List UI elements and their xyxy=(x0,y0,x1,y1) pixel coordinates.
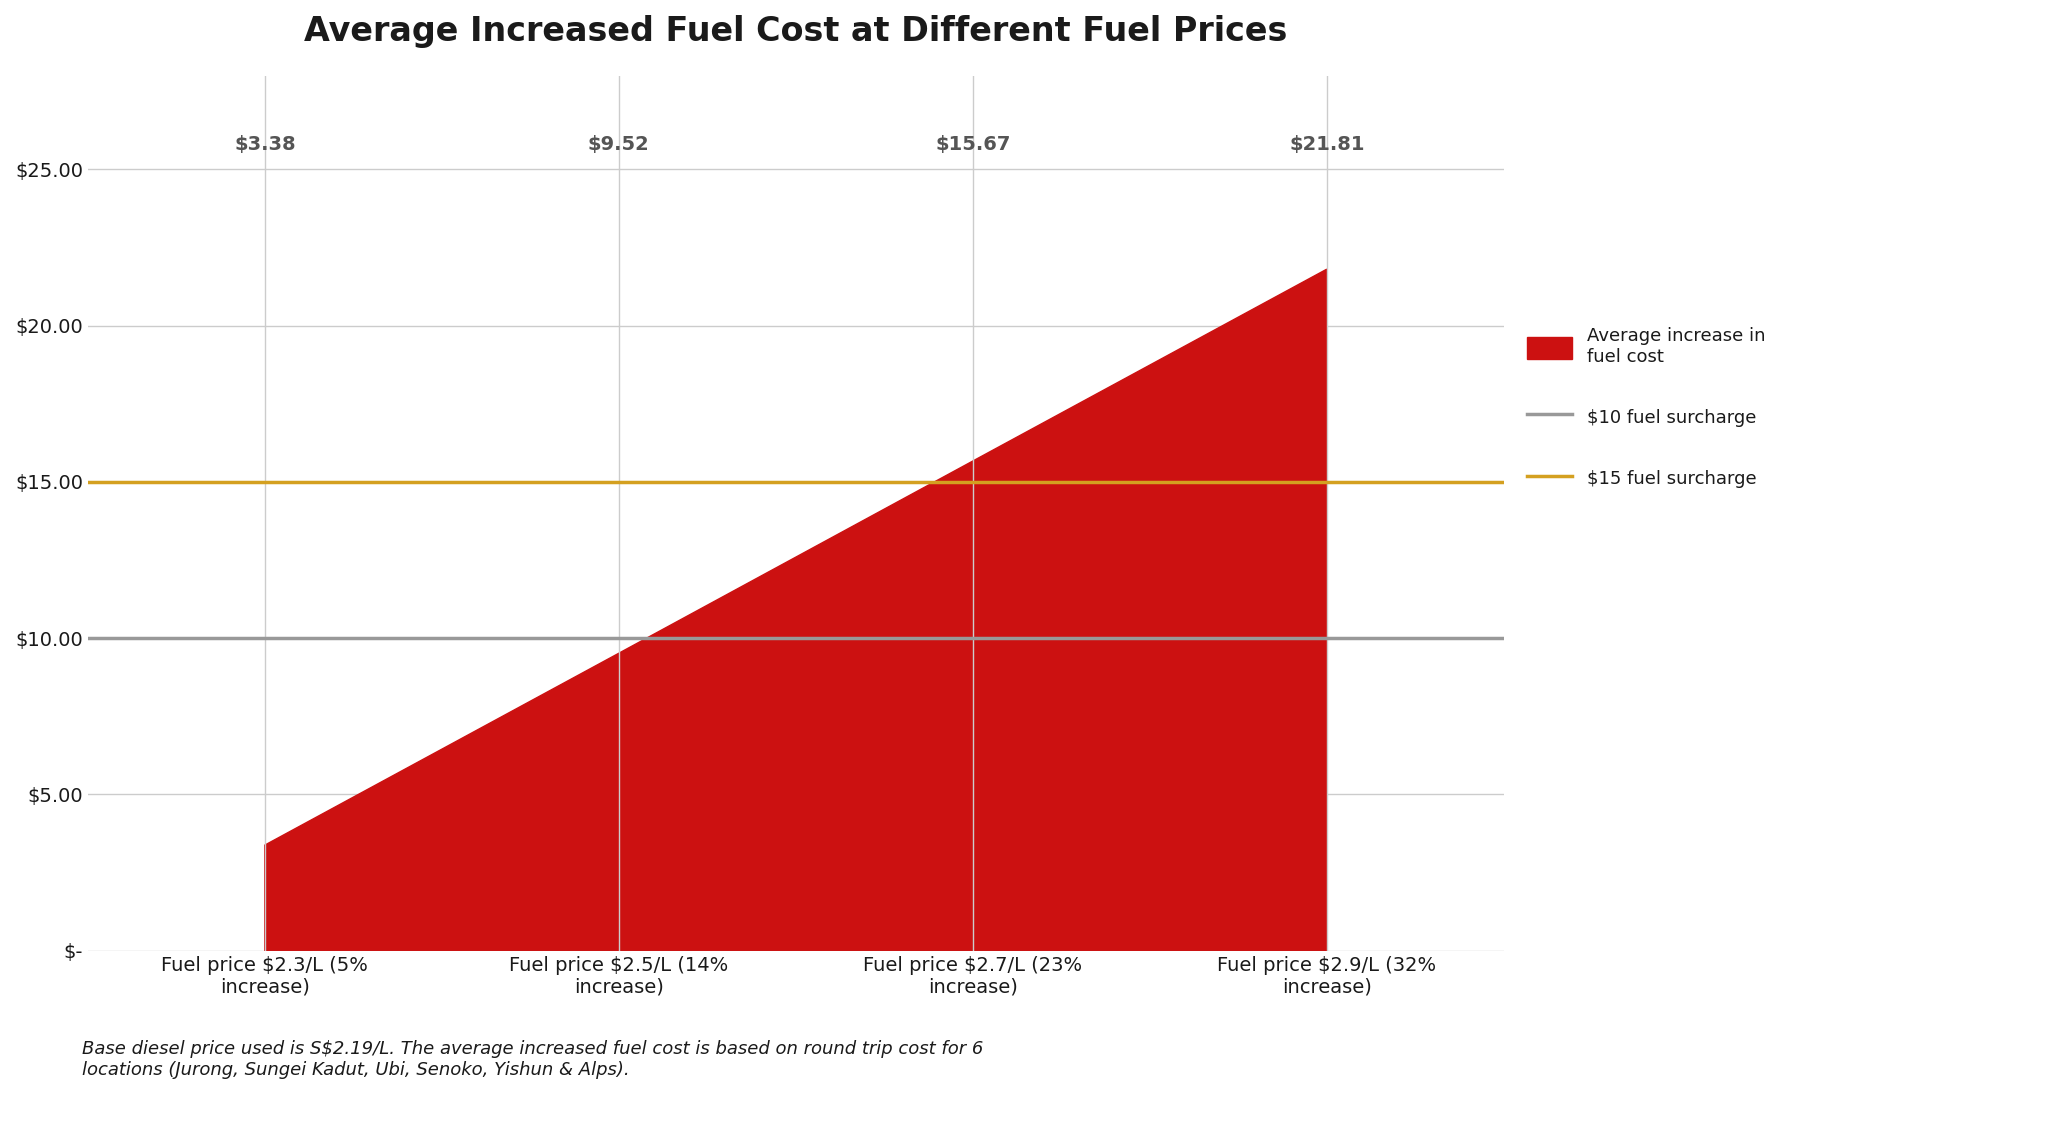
Title: Average Increased Fuel Cost at Different Fuel Prices: Average Increased Fuel Cost at Different… xyxy=(305,15,1288,48)
Legend: Average increase in
fuel cost, $10 fuel surcharge, $15 fuel surcharge: Average increase in fuel cost, $10 fuel … xyxy=(1528,327,1765,489)
Text: Base diesel price used is S$2.19/L. The average increased fuel cost is based on : Base diesel price used is S$2.19/L. The … xyxy=(82,1040,983,1079)
Text: $21.81: $21.81 xyxy=(1288,135,1364,154)
Text: $9.52: $9.52 xyxy=(588,135,649,154)
Polygon shape xyxy=(264,269,1327,951)
Text: $15.67: $15.67 xyxy=(936,135,1010,154)
Text: $3.38: $3.38 xyxy=(233,135,295,154)
